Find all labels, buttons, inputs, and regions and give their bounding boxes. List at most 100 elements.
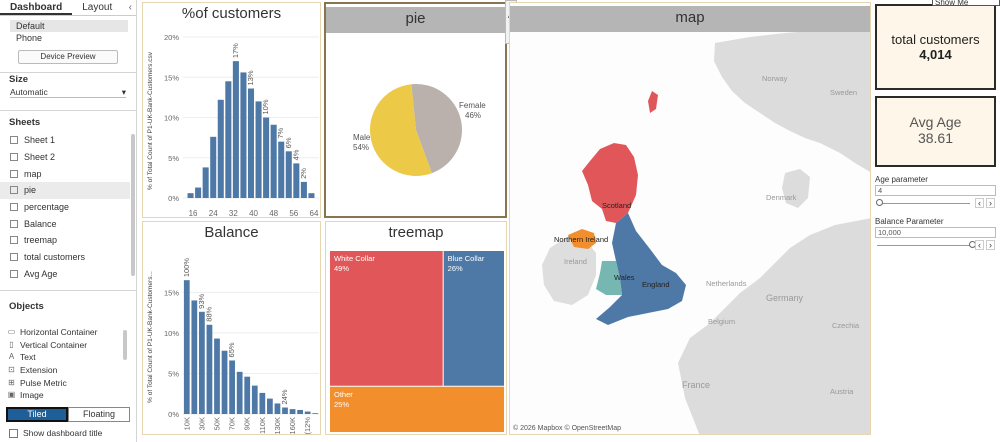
sheet-icon [10,253,18,262]
histogram-bar[interactable] [191,300,198,414]
treemap-cell[interactable] [443,251,504,386]
histogram-bar[interactable] [236,371,243,414]
device-phone[interactable]: Phone [16,33,43,43]
next-value-icon[interactable]: › [986,240,995,250]
histogram-bar[interactable] [244,376,251,414]
collapse-pane-icon[interactable]: ‹ [128,2,132,13]
balance-parameter-control: Balance Parameter 10,000 ‹ › [875,217,996,250]
tab-layout[interactable]: Layout [82,2,113,13]
region-northern-ireland[interactable] [568,229,596,249]
uk-map[interactable]: Scotland Northern Ireland Wales England Norw… [510,3,871,435]
object-item[interactable]: A Text [0,351,125,364]
region-england[interactable] [596,213,686,325]
floating-button[interactable]: Floating [68,407,130,422]
sheet-item[interactable]: Sheet 2 [0,149,130,166]
next-value-icon[interactable]: › [986,198,995,208]
age-slider[interactable]: ‹ › [875,198,996,208]
histogram-bar[interactable] [217,99,224,198]
sheet-item[interactable]: percentage [0,199,130,216]
histogram-bar[interactable] [297,409,303,414]
histogram-bar[interactable] [267,398,273,414]
prev-value-icon[interactable]: ‹ [975,240,984,250]
histogram-bar[interactable] [240,72,247,198]
histogram-bar[interactable] [293,163,300,198]
customers-histogram-panel[interactable]: %of customers % of Total Count of P1-UK-… [142,2,321,218]
age-param-input[interactable]: 4 [875,185,996,196]
histogram-bar[interactable] [304,411,311,414]
histogram-bar[interactable] [221,350,228,414]
histogram-bar[interactable] [289,409,296,414]
device-preview-button[interactable]: Device Preview [18,50,118,64]
sheet-label: map [24,168,42,179]
histogram-bar[interactable] [270,124,277,198]
sheets-scrollbar[interactable] [131,134,135,276]
treemap-cell[interactable] [330,386,504,432]
histogram-bar[interactable] [255,101,262,198]
histogram-bar[interactable] [199,311,205,414]
histogram-bar[interactable] [183,280,190,414]
objects-scrollbar[interactable] [123,330,127,360]
pie-slice[interactable] [411,83,462,174]
sheet-item[interactable]: map [0,165,130,182]
histogram-bar[interactable] [300,181,307,198]
balance-histogram-panel[interactable]: Balance % of Total Count of P1-UK-Bank-C… [142,221,321,435]
show-title-option: Show dashboard title [9,428,102,438]
histogram-bar[interactable] [206,324,213,414]
histogram-bar[interactable] [263,117,270,199]
histogram-bar[interactable] [247,88,255,198]
histogram-bar[interactable] [225,81,232,198]
histogram-bar[interactable] [308,193,315,198]
balance-param-input[interactable]: 10,000 [875,227,996,238]
histogram-bar[interactable] [214,338,220,414]
balance-slider[interactable]: ‹ › [875,240,996,250]
histogram-bar[interactable] [195,187,202,198]
sheet-item[interactable]: Balance [0,215,130,232]
histogram-bar[interactable] [251,385,258,414]
region-scotland[interactable] [582,143,638,223]
x-tick-label: 110K [258,417,267,434]
place-label: Ireland [564,257,587,266]
data-label: 2% [299,168,308,179]
histogram-bar[interactable] [274,403,281,414]
chart-title: treemap [388,224,444,241]
histogram-bar[interactable] [282,407,288,414]
object-label: Text [20,352,36,363]
prev-value-icon[interactable]: ‹ [975,198,984,208]
object-item[interactable]: ▯ Vertical Container [0,339,125,352]
histogram-bar[interactable] [187,193,194,198]
sheet-item[interactable]: treemap [0,232,130,249]
tiled-button[interactable]: Tiled [6,407,68,422]
sheet-item[interactable]: Sheet 1 [0,132,130,149]
tab-dashboard[interactable]: Dashboard [0,0,73,15]
map-panel[interactable]: Scotland Northern Ireland Wales England Norw… [509,2,871,435]
object-item[interactable]: ⊡ Extension [0,364,125,377]
avg-age-card[interactable]: Avg Age 38.61 [875,96,996,167]
y-tick-label: 5% [168,369,179,378]
region-scotland-islands[interactable] [648,91,658,113]
histogram-bar[interactable] [229,360,235,414]
object-item[interactable]: ▣ Image [0,389,125,402]
pie-panel[interactable]: pie Female 46% Male 54% [324,2,507,218]
sheet-item[interactable]: Avg Age [0,266,130,283]
treemap-cell[interactable] [330,251,443,386]
histogram-bar[interactable] [232,61,239,199]
histogram-bar[interactable] [278,141,285,198]
histogram-bar[interactable] [285,151,292,198]
object-item[interactable]: ▭ Horizontal Container [0,326,125,339]
sheet-item[interactable]: pie [0,182,130,199]
total-customers-card[interactable]: total customers 4,014 [875,4,996,90]
x-tick-label: 160K [288,417,297,435]
size-dropdown[interactable]: Automatic ▾ [10,86,126,98]
device-default[interactable]: Default [10,20,128,32]
region-wales[interactable] [596,261,622,295]
histogram-bar[interactable] [259,392,266,414]
slider-handle[interactable] [876,199,883,206]
histogram-bar[interactable] [312,413,319,414]
show-title-checkbox[interactable] [9,428,18,438]
sheet-item[interactable]: total customers [0,249,130,266]
object-item[interactable]: ⊞ Pulse Metric [0,376,125,389]
pie-slice[interactable] [370,84,432,177]
histogram-bar[interactable] [210,136,217,198]
histogram-bar[interactable] [202,167,209,198]
treemap-panel[interactable]: treemap White Collar 49% Blue Collar 26% Oth… [325,221,507,435]
